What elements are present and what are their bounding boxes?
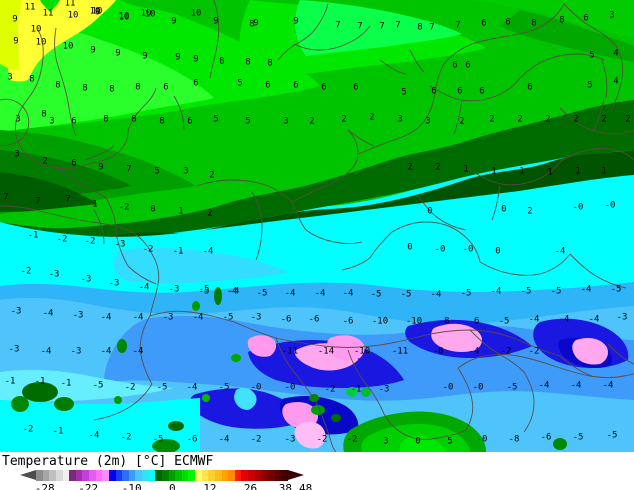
colorbar-swatch <box>281 470 288 481</box>
colorbar-swatch <box>208 470 215 481</box>
colorbar-swatch <box>122 470 129 481</box>
colorbar-swatch <box>69 470 76 481</box>
color-scale <box>20 470 310 481</box>
colorbar-swatch <box>115 470 123 481</box>
colorbar-swatch <box>142 470 149 481</box>
legend-title: Temperature (2m) [°C] ECMWF <box>2 454 214 469</box>
colorbar-swatch <box>201 470 209 481</box>
colorbar-swatch <box>228 470 235 481</box>
colorbar-swatch <box>234 470 242 481</box>
colorbar-tick: -22 <box>78 482 99 490</box>
colorbar <box>36 470 288 481</box>
colorbar-swatch <box>254 470 262 481</box>
colorbar-tick: 12 <box>203 482 217 490</box>
colorbar-swatch <box>36 470 43 481</box>
colorbar-tick: -10 <box>121 482 142 490</box>
colorbar-swatch <box>102 470 109 481</box>
colorbar-swatch <box>108 470 116 481</box>
map-footer: Temperature (2m) [°C] ECMWF -28 -22 -10 0 12… <box>0 452 634 490</box>
colorbar-swatch <box>267 470 275 481</box>
colorbar-swatch <box>155 470 162 481</box>
colorbar-swatch <box>148 470 156 481</box>
colorbar-swatch <box>214 470 222 481</box>
colorbar-swatch <box>42 470 50 481</box>
colorbar-swatch <box>274 470 282 481</box>
colorbar-tick: 48 <box>299 482 313 490</box>
colorbar-tick: -28 <box>34 482 55 490</box>
colorbar-tick-labels: -28 -22 -10 0 12 26 38 48 <box>20 482 320 490</box>
colorbar-swatch <box>55 470 63 481</box>
colorbar-swatch <box>49 470 56 481</box>
colorbar-swatch <box>95 470 103 481</box>
colorbar-swatch <box>62 470 70 481</box>
colorbar-swatch <box>175 470 182 481</box>
colorbar-swatch <box>89 470 96 481</box>
colorbar-right-arrow <box>288 470 304 480</box>
colorbar-swatch <box>261 470 268 481</box>
colorbar-left-arrow <box>20 470 36 480</box>
colorbar-swatch <box>195 470 202 481</box>
map-raster <box>0 0 634 452</box>
colorbar-tick: 26 <box>243 482 258 490</box>
colorbar-swatch <box>161 470 169 481</box>
colorbar-swatch <box>82 470 89 481</box>
colorbar-swatch <box>135 470 142 481</box>
colorbar-swatch <box>241 470 248 481</box>
colorbar-swatch <box>181 470 189 481</box>
colorbar-swatch <box>248 470 255 481</box>
temperature-map[interactable]: 11 11 11 10 10 10 10 10 9 10 9 10 10 10 9 9 9 9 8 7 7 7 7 8 7 7 6 6… <box>0 0 634 452</box>
colorbar-swatch <box>168 470 176 481</box>
colorbar-swatch <box>188 470 195 481</box>
colorbar-tick: 0 <box>168 482 176 490</box>
colorbar-swatch <box>128 470 136 481</box>
colorbar-swatch <box>221 470 229 481</box>
colorbar-tick: 38 <box>278 482 292 490</box>
colorbar-swatch <box>75 470 83 481</box>
